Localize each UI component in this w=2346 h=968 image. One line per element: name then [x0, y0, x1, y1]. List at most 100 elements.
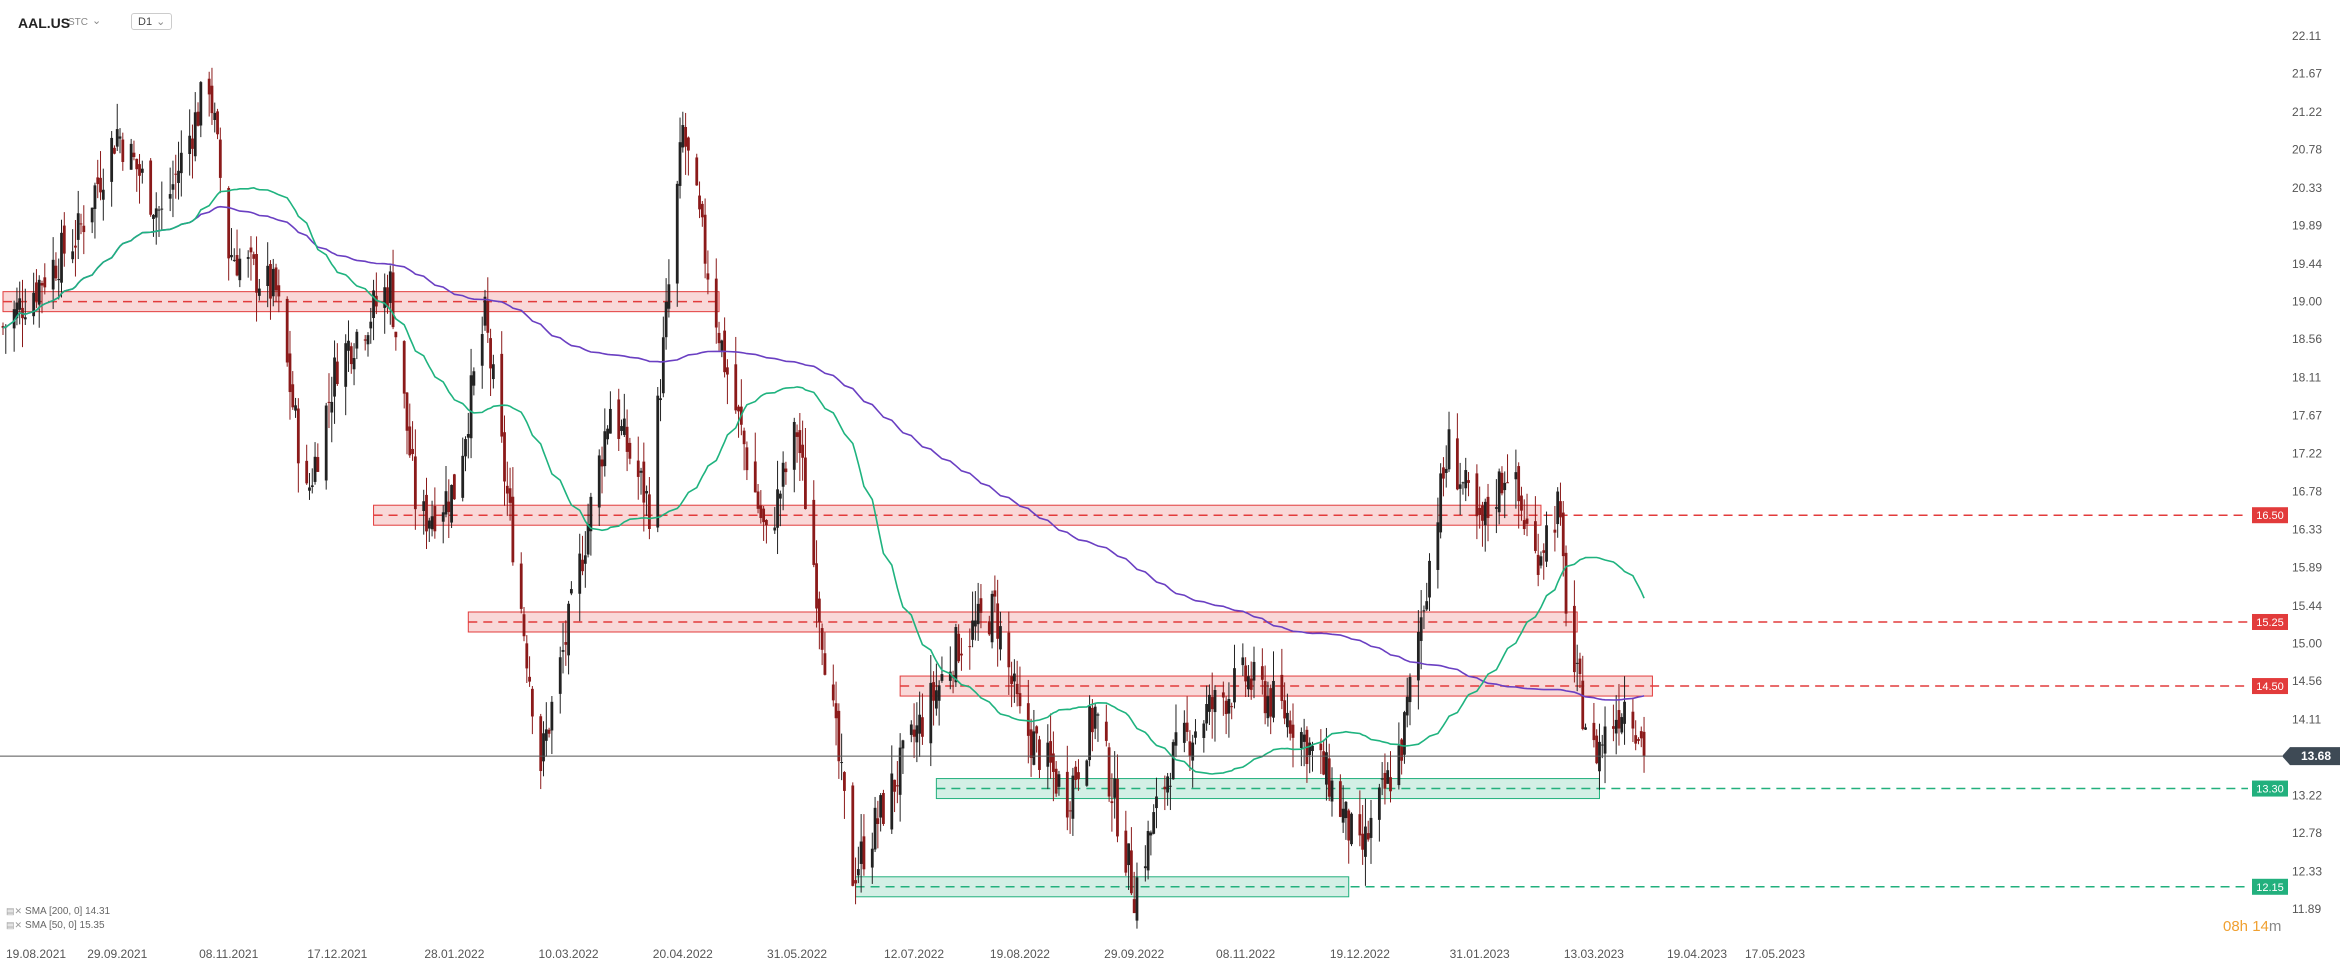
candle — [776, 460, 779, 555]
candle — [74, 220, 77, 277]
eye-icon[interactable]: ▤✕ — [6, 920, 23, 930]
zone-price-label: 15.25 — [2256, 617, 2284, 629]
candle — [976, 582, 980, 641]
candle — [1584, 723, 1587, 730]
candle — [1085, 759, 1089, 787]
candle — [851, 782, 855, 887]
candle-body — [600, 459, 604, 467]
support-zone: 13.30 — [935, 778, 2288, 800]
candle — [686, 136, 690, 176]
y-tick-label: 17.67 — [2292, 408, 2322, 422]
candle-body — [271, 268, 275, 297]
candle — [491, 354, 495, 389]
eye-icon[interactable]: ▤✕ — [6, 906, 23, 916]
candle — [645, 485, 649, 516]
candle-body — [603, 431, 607, 467]
candle — [505, 461, 509, 516]
candle-body — [1584, 727, 1587, 730]
candles — [1, 67, 1646, 929]
candle-body — [1436, 522, 1440, 570]
candle — [1581, 655, 1585, 731]
candle-body — [1046, 742, 1050, 767]
candle — [1049, 713, 1052, 779]
candle-body — [480, 334, 484, 366]
candle — [921, 693, 924, 745]
candle — [118, 128, 122, 154]
candle — [1104, 704, 1108, 747]
candle-body — [1525, 518, 1529, 524]
candle — [1241, 643, 1245, 677]
candle — [441, 505, 445, 544]
candle-body — [1007, 632, 1011, 668]
candle — [1497, 468, 1501, 525]
candle — [915, 702, 919, 763]
candle — [333, 340, 336, 424]
candle-body — [815, 563, 818, 609]
candle-body — [90, 207, 94, 223]
timeframe-select[interactable]: D1 ⌄ — [131, 13, 173, 30]
candle — [1116, 754, 1119, 843]
candle — [1260, 648, 1264, 695]
candle — [210, 67, 214, 125]
candle — [854, 857, 857, 905]
legend-sma50[interactable]: ▤✕ SMA [50, 0] 15.35 — [6, 920, 105, 931]
x-tick-label: 31.01.2023 — [1450, 947, 1510, 961]
candle-body — [391, 272, 395, 328]
candle — [1639, 726, 1643, 748]
candle-body — [1403, 712, 1406, 755]
candle — [544, 702, 548, 757]
candle — [1603, 706, 1607, 784]
bar-countdown: 08h 14m — [2223, 918, 2281, 935]
candle-body — [1347, 810, 1351, 841]
candle — [464, 436, 467, 472]
candle-body — [1291, 724, 1295, 738]
candle — [99, 151, 102, 201]
candle-body — [1581, 680, 1585, 730]
candle — [1233, 644, 1236, 709]
moving-averages — [2, 186, 1645, 775]
candle-body — [154, 208, 158, 218]
candle — [987, 615, 991, 636]
candle — [608, 391, 612, 434]
candle — [1146, 820, 1150, 880]
candle-body — [177, 170, 180, 183]
candle-body — [698, 195, 701, 210]
candle — [1007, 611, 1011, 695]
sr-zones: 16.50 15.25 14.50 13.30 12.15 — [2, 291, 2288, 898]
candle-body — [1107, 747, 1111, 797]
candle-body — [937, 685, 941, 701]
candle — [1494, 479, 1498, 534]
candle-body — [851, 785, 855, 886]
candle — [1163, 775, 1167, 811]
candle — [1230, 702, 1234, 720]
chevron-down-icon[interactable]: ⌄ — [92, 15, 102, 27]
candle-body — [472, 371, 476, 386]
candle — [1227, 682, 1231, 738]
symbol-label[interactable]: AAL.US — [18, 15, 71, 31]
candle-body — [1247, 676, 1250, 690]
candle — [57, 258, 61, 300]
candle — [600, 446, 604, 494]
candle — [411, 421, 414, 461]
candle — [1090, 699, 1094, 752]
support-zone: 12.15 — [855, 876, 2288, 898]
legend-sma200[interactable]: ▤✕ SMA [200, 0] 14.31 — [6, 906, 110, 917]
candle — [249, 236, 253, 281]
candle — [1436, 497, 1440, 589]
candle — [115, 103, 119, 151]
candle — [765, 519, 768, 544]
candle — [1341, 785, 1345, 833]
candle — [1221, 681, 1225, 716]
candle-body — [115, 129, 119, 147]
candle — [1364, 798, 1367, 886]
candle — [1249, 661, 1253, 700]
candle-body — [327, 401, 331, 403]
candle — [402, 340, 406, 409]
candle — [51, 237, 55, 309]
candle-body — [1266, 696, 1270, 719]
candle-body — [469, 375, 473, 439]
candle — [843, 771, 846, 819]
candle-body — [890, 773, 894, 830]
candle — [723, 317, 727, 378]
